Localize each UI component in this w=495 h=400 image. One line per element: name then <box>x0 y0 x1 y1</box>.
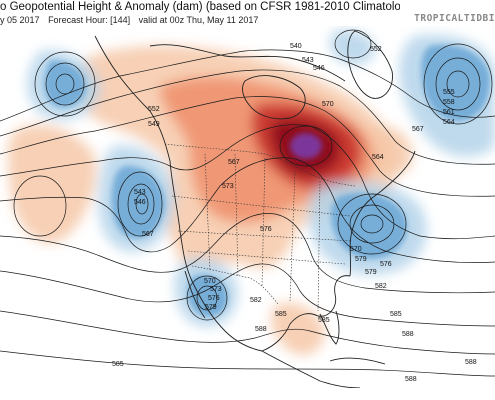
coastline-central-america <box>261 350 361 388</box>
contour-label-567: 567 <box>412 126 424 133</box>
contour-nw-low-3 <box>55 73 75 95</box>
contour-atl-low-1 <box>423 43 493 125</box>
contour-label-549: 549 <box>148 121 160 128</box>
contour-label-582: 582 <box>375 283 387 290</box>
contour-label-546: 546 <box>313 65 325 72</box>
contour-label-579: 579 <box>365 269 377 276</box>
contour-label-558: 558 <box>443 99 455 106</box>
contour-1 <box>0 49 495 122</box>
contour-label-576: 576 <box>208 295 220 302</box>
border-us-canada <box>164 143 356 187</box>
contour-label-573: 573 <box>222 183 234 190</box>
anomaly-negative-west-coast-mid <box>111 165 165 239</box>
contour-label-585: 585 <box>275 311 287 318</box>
anomaly-negative-baffin <box>329 29 375 65</box>
contour-label-555: 555 <box>443 89 455 96</box>
anomaly-negative-north-atlantic-mid <box>421 44 491 121</box>
anomaly-shading <box>7 29 495 355</box>
coastline-greenland <box>347 30 393 99</box>
contour-label-570: 570 <box>322 101 334 108</box>
contour-label-573: 573 <box>210 286 222 293</box>
map-subtitle: y 05 2017 Forecast Hour: [144] valid at … <box>0 14 400 26</box>
contour-label-588: 588 <box>255 326 267 333</box>
contour-label-585: 585 <box>318 317 330 324</box>
contour-label-579: 579 <box>205 304 217 311</box>
border-states-2 <box>171 195 353 265</box>
init-date: y 05 2017 <box>0 15 40 25</box>
contour-label-588: 588 <box>465 359 477 366</box>
coastline-arctic <box>149 44 346 82</box>
forecast-hour: Forecast Hour: [144] <box>48 15 131 25</box>
contour-label-561: 561 <box>443 109 455 116</box>
contour-labels: 540 543 546 552 552 549 555 558 561 564 … <box>112 43 477 383</box>
contour-label-588: 588 <box>402 331 414 338</box>
contour-nw-low-2 <box>45 62 85 106</box>
map-panel: 540 543 546 552 552 549 555 558 561 564 … <box>0 26 495 388</box>
contour-8 <box>0 310 495 355</box>
contour-label-543: 543 <box>302 57 314 64</box>
contour-east-low-2 <box>349 204 395 244</box>
contour-pacific-high <box>13 175 67 237</box>
contour-atl-low-3 <box>446 70 470 98</box>
contour-east-low-1 <box>337 193 407 255</box>
border-states-1 <box>204 153 321 312</box>
contour-label-564: 564 <box>372 154 384 161</box>
map-title: o Geopotential Height & Anomaly (dam) (b… <box>0 1 400 13</box>
contour-west-low-3 <box>135 193 149 215</box>
coastline-gulf <box>261 275 351 352</box>
contour-3 <box>0 96 495 197</box>
anomaly-core-max <box>290 133 322 159</box>
contour-label-585: 585 <box>390 311 402 318</box>
contour-label-552: 552 <box>370 46 382 53</box>
valid-time: valid at 00z Thu, May 11 2017 <box>138 15 259 25</box>
brand-watermark: TROPICALTIDBI <box>414 13 495 24</box>
coastline-florida <box>319 310 340 345</box>
political-borders <box>164 143 356 312</box>
contour-west-low-2 <box>127 183 155 225</box>
contour-label-567: 567 <box>142 231 154 238</box>
coastline-west <box>94 35 263 352</box>
contour-label-588: 588 <box>405 376 417 383</box>
contour-atl-low-2 <box>435 57 481 111</box>
contour-label-567: 567 <box>228 159 240 166</box>
coastline-baja <box>184 270 206 319</box>
contour-nw-low-1 <box>34 51 96 117</box>
anomaly-negative-east-coast-mid <box>330 192 408 259</box>
contour-label-576: 576 <box>260 226 272 233</box>
height-contours <box>0 29 495 377</box>
coastlines <box>94 30 416 388</box>
contour-label-585: 585 <box>112 361 124 368</box>
contour-label-579: 579 <box>355 256 367 263</box>
contour-label-576: 576 <box>380 261 392 268</box>
contour-east-low-3 <box>360 214 384 234</box>
anomaly-positive-east-pacific <box>7 125 96 243</box>
contour-ridge-high <box>279 125 333 167</box>
contour-5 <box>0 157 495 263</box>
contour-2 <box>0 69 495 165</box>
contour-6 <box>0 213 495 294</box>
anomaly-negative-nw-pacific-mid <box>44 60 86 108</box>
coastline-cuba <box>329 357 386 365</box>
coastline-east <box>349 150 416 277</box>
contour-mex-low-2 <box>196 285 218 311</box>
contour-baffin-low <box>334 29 372 59</box>
coastline-hudson-bay <box>242 75 306 120</box>
contour-label-582: 582 <box>250 297 262 304</box>
contour-label-540: 540 <box>290 43 302 50</box>
contour-9 <box>0 350 495 377</box>
contour-4 <box>0 124 495 240</box>
contour-label-564: 564 <box>443 119 455 126</box>
contour-label-552: 552 <box>148 106 160 113</box>
contour-west-low-1 <box>117 171 163 237</box>
contour-label-543: 543 <box>134 189 146 196</box>
contour-label-570: 570 <box>204 278 216 285</box>
contour-7 <box>0 263 495 327</box>
contour-label-570: 570 <box>350 246 362 253</box>
contour-mex-low-1 <box>186 275 228 321</box>
height-anomaly-map: 540 543 546 552 552 549 555 558 561 564 … <box>0 29 495 388</box>
contour-label-546: 546 <box>134 199 146 206</box>
